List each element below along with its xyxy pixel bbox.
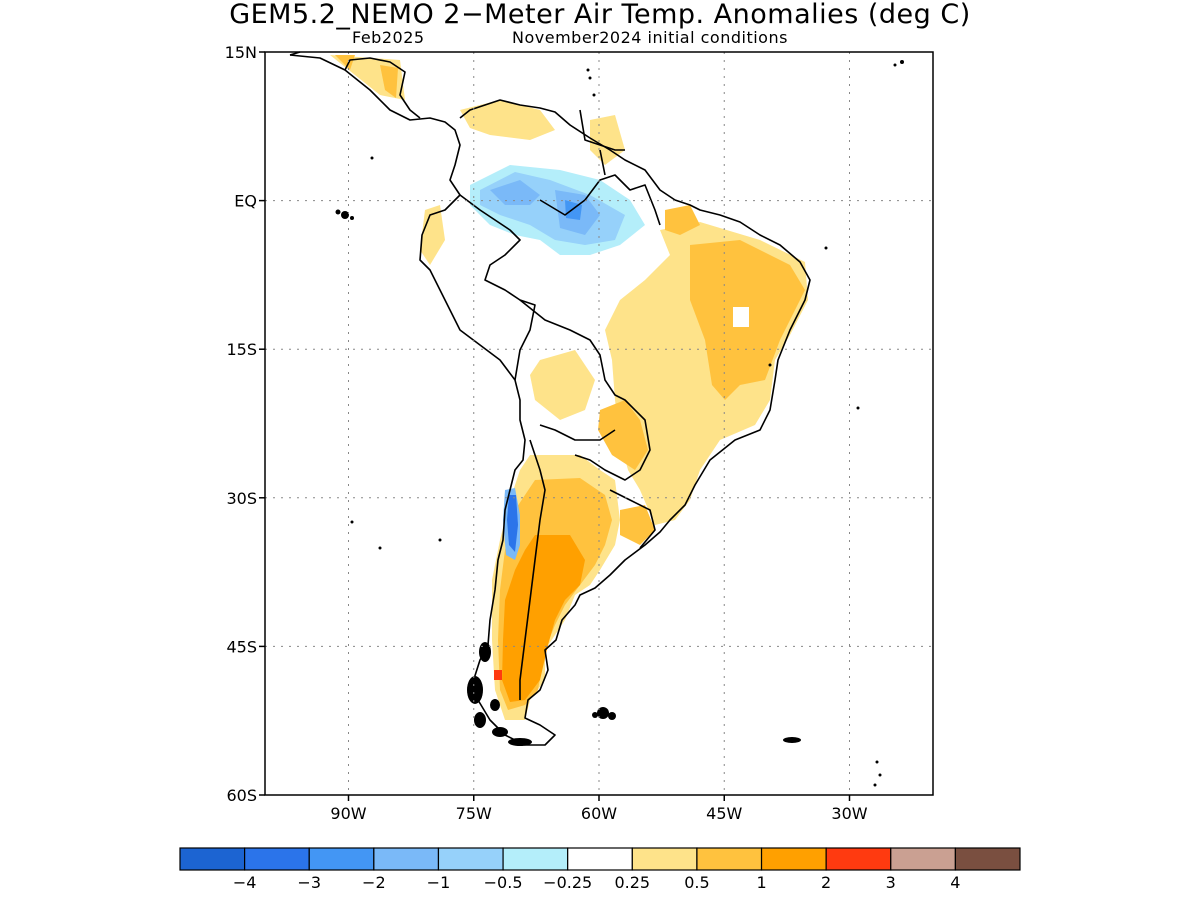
colorbar-swatch [890, 847, 956, 871]
colorbar-label: 2 [821, 873, 831, 892]
map-title: GEM5.2_NEMO 2−Meter Air Temp. Anomalies … [229, 0, 971, 30]
colorbar-swatch [631, 847, 698, 871]
colorbar-label: 0.25 [614, 873, 650, 892]
colorbar-label: 3 [886, 873, 896, 892]
lon-tick-label: 90W [330, 804, 366, 823]
colorbar-label: −0.25 [543, 873, 592, 892]
colorbar-label: 4 [950, 873, 960, 892]
lon-tick-label: 30W [831, 804, 867, 823]
forecast-month: Feb2025 [352, 28, 425, 47]
colorbar-swatch [567, 847, 633, 871]
colorbar-swatch [825, 847, 892, 871]
colorbar-label: −1 [427, 873, 451, 892]
lon-tick-label: 45W [706, 804, 742, 823]
colorbar-label: −4 [233, 873, 257, 892]
colorbar-swatch [760, 847, 827, 871]
colorbar-swatch [696, 847, 763, 871]
colorbar-swatch [244, 847, 310, 871]
lat-tick-label: 30S [226, 489, 257, 508]
colorbar-swatch [954, 847, 1021, 871]
anomaly-shading [330, 55, 808, 720]
coastlines [289, 51, 811, 746]
colorbar-swatch [502, 847, 569, 871]
initial-conditions: November2024 initial conditions [512, 28, 788, 47]
lat-tick-label: EQ [234, 192, 257, 211]
lat-tick-label: 45S [226, 637, 257, 656]
lat-tick-label: 15S [226, 340, 257, 359]
colorbar-swatch [373, 847, 440, 871]
colorbar-swatch [179, 847, 246, 871]
colorbar-swatch [437, 847, 504, 871]
longitude-axis: 90W 75W 60W 45W 30W [330, 795, 868, 823]
latitude-axis: 15N EQ 15S 30S 45S 60S [225, 43, 265, 805]
lat-tick-label: 15N [225, 43, 257, 62]
lat-tick-label: 60S [226, 786, 257, 805]
colorbar-label: 1 [756, 873, 766, 892]
lon-tick-label: 75W [456, 804, 492, 823]
colorbar-label: −3 [297, 873, 321, 892]
colorbar-label: 0.5 [684, 873, 709, 892]
colorbar: −4 −3 −2 −1 −0.5 −0.25 0.25 0.5 1 2 3 4 [179, 847, 1021, 892]
colorbar-label: −2 [362, 873, 386, 892]
lon-tick-label: 60W [581, 804, 617, 823]
colorbar-swatch [308, 847, 375, 871]
anomaly-patagonia-spot [494, 670, 502, 680]
islands [335, 60, 904, 787]
colorbar-label: −0.5 [484, 873, 523, 892]
